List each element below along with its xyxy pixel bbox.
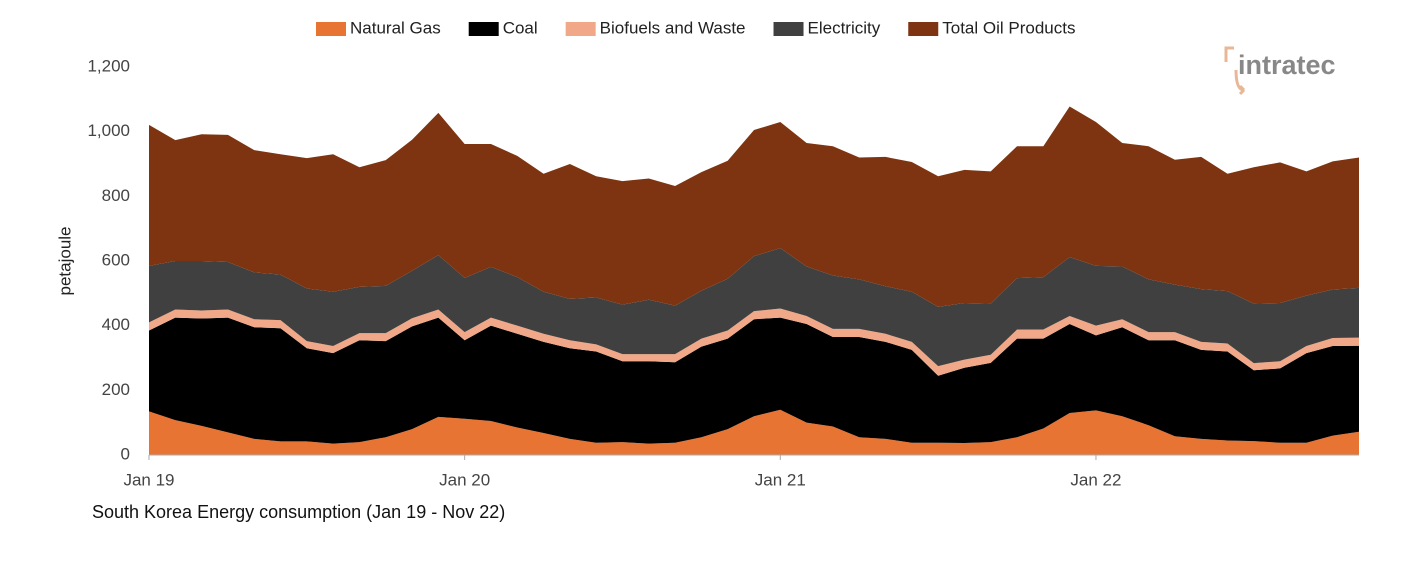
legend-swatch (908, 22, 939, 36)
y-axis-label: petajoule (55, 226, 74, 295)
area (149, 317, 1359, 444)
legend-label: Electricity (808, 18, 881, 37)
legend-label: Total Oil Products (942, 18, 1075, 37)
legend-label: Natural Gas (350, 18, 441, 37)
chart-title: South Korea Energy consumption (Jan 19 -… (92, 502, 505, 522)
y-tick-label: 0 (121, 444, 130, 463)
logo-icon (1224, 46, 1246, 96)
x-tick-label: Jan 19 (123, 470, 174, 489)
legend-label: Coal (503, 18, 538, 37)
legend-swatch (468, 22, 499, 36)
x-tick-label: Jan 20 (439, 470, 490, 489)
legend-label: Biofuels and Waste (600, 18, 746, 37)
legend-swatch (773, 22, 804, 36)
legend-swatch (565, 22, 596, 36)
area (149, 409, 1359, 455)
y-tick-label: 800 (102, 186, 130, 205)
x-tick-label: Jan 21 (755, 470, 806, 489)
area (149, 308, 1359, 376)
logo-text: intratec (1238, 50, 1336, 80)
y-tick-label: 400 (102, 315, 130, 334)
x-tick-label: Jan 22 (1070, 470, 1121, 489)
area (149, 106, 1359, 307)
logo: intratec (1224, 46, 1336, 96)
legend-swatch (316, 22, 346, 36)
y-tick-label: 200 (102, 380, 130, 399)
y-tick-label: 1,200 (87, 56, 130, 75)
y-tick-label: 600 (102, 250, 130, 269)
area (149, 248, 1359, 367)
y-tick-label: 1,000 (87, 121, 130, 140)
